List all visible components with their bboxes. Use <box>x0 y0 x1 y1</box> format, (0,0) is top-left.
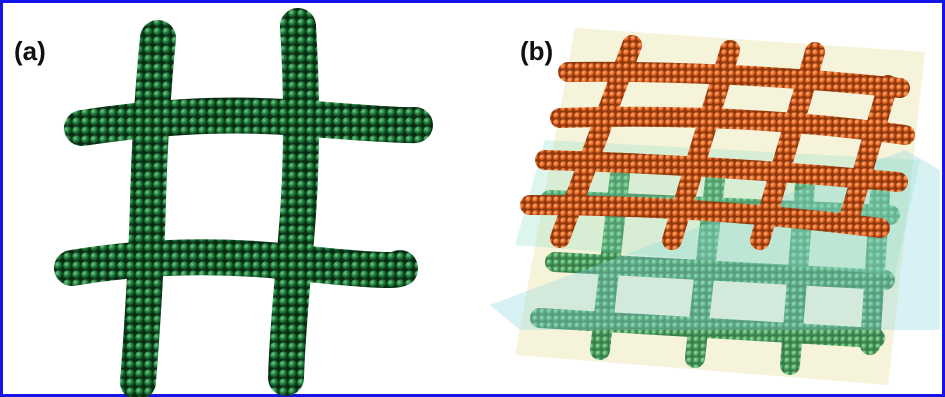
plane <box>490 150 940 330</box>
tube <box>64 97 433 146</box>
tube <box>662 40 740 250</box>
network-b <box>490 28 940 385</box>
network-a <box>54 8 433 397</box>
tube <box>550 35 642 248</box>
panel-label: (b) <box>520 36 553 66</box>
tube <box>750 42 825 250</box>
tube <box>54 239 418 288</box>
tube <box>120 20 176 397</box>
tube <box>838 75 898 232</box>
tube <box>268 8 320 396</box>
upper-grid <box>520 35 915 250</box>
panel-label: (a) <box>14 36 46 66</box>
